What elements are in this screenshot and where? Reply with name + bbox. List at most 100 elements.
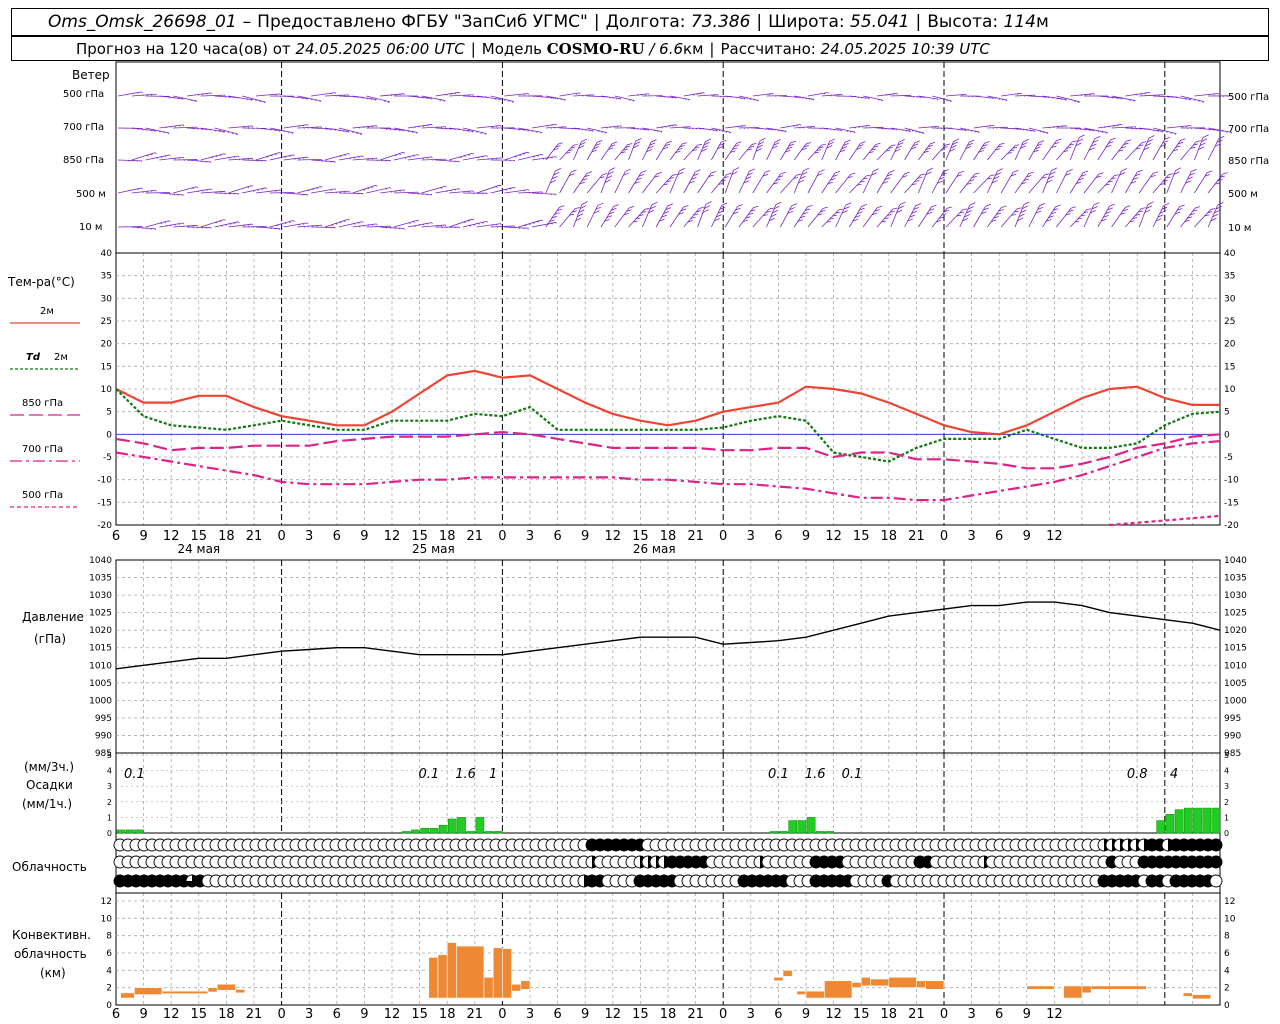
wind-barb-flag	[546, 125, 549, 127]
wind-barb-flag	[549, 219, 555, 222]
wind-barb-flag	[892, 93, 895, 96]
wind-barb-flag	[251, 98, 254, 100]
wind-barb-flag	[1066, 146, 1072, 149]
wind-barb-flag	[805, 142, 812, 145]
wind-barb-flag	[339, 129, 341, 132]
wind-barb-flag	[1048, 215, 1054, 219]
wind-barb-flag	[487, 158, 489, 161]
precip-annotation: 0.1	[842, 767, 863, 782]
wind-barb-flag	[367, 187, 370, 190]
wind-barb-flag	[646, 148, 652, 153]
legend-t700: 700 гПа	[22, 444, 64, 455]
pres-ytick-right: 1040	[1224, 556, 1247, 566]
wind-barb-flag	[625, 145, 631, 148]
x-tick-label-bottom: 3	[967, 1007, 975, 1022]
wind-barb-flag	[1173, 171, 1180, 175]
wind-barb	[449, 94, 474, 97]
wind-barb	[1111, 140, 1127, 161]
wind-barb-flag	[579, 92, 581, 95]
wind-barb	[642, 127, 663, 132]
precip-annotation: 1.6	[805, 767, 826, 782]
wind-barb-flag	[961, 94, 964, 96]
wind-barb-flag	[1206, 170, 1213, 174]
conv-bar	[916, 980, 926, 988]
wind-barb-flag	[307, 156, 309, 159]
wind-barb-flag	[403, 130, 405, 132]
wind-barb-flag	[1153, 129, 1155, 132]
wind-barb	[1083, 138, 1096, 161]
wind-barb-flag	[1108, 180, 1113, 183]
wind-barb-flag	[1071, 206, 1077, 209]
x-tick-label-bottom: 0	[498, 1007, 506, 1022]
header-row-2: Прогноз на 120 часа(ов) от 24.05.2025 06…	[11, 36, 1269, 61]
wind-barb-flag	[845, 202, 852, 206]
wind-barb-flag	[284, 156, 287, 158]
precip-annotation: 0.8	[1127, 767, 1148, 782]
wind-barb-flag	[509, 188, 512, 190]
wind-barb-flag	[1213, 128, 1216, 131]
prec-ytick-right: 0	[1224, 829, 1229, 838]
x-tick-label: 21	[687, 529, 704, 544]
wind-barb-flag	[1189, 172, 1195, 176]
wind-barb-flag	[201, 190, 204, 192]
wind-barb	[1097, 95, 1122, 99]
wind-barb-flag	[756, 144, 764, 149]
conv-bar	[216, 983, 236, 991]
wind-barb-flag	[897, 205, 904, 210]
precip-bar	[1174, 809, 1184, 834]
wind-barb-flag	[495, 223, 498, 226]
wind-barb	[1180, 141, 1197, 161]
wind-barb-flag	[1018, 213, 1025, 218]
conv-bar	[1081, 985, 1092, 994]
wind-barb-flag	[371, 224, 374, 226]
wind-barb-flag	[602, 173, 608, 176]
wind-barb-flag	[491, 158, 493, 160]
wind-barb-flag	[524, 224, 527, 227]
wind-barb-flag	[850, 172, 856, 175]
wind-level-right: 10 м	[1228, 223, 1251, 234]
wind-barb	[1069, 209, 1088, 228]
wind-barb-flag	[1080, 174, 1086, 177]
precip-bar	[1165, 814, 1175, 834]
wind-barb	[1152, 205, 1165, 228]
wind-barb	[407, 192, 432, 195]
wind-barb-flag	[1123, 142, 1129, 145]
wind-barb-flag	[196, 186, 199, 188]
wind-barb-flag	[1214, 143, 1221, 147]
wind-barb-flag	[992, 97, 994, 100]
x-tick-label: 15	[632, 529, 649, 544]
wind-barb-flag	[1118, 149, 1124, 152]
wind-barb-flag	[316, 187, 319, 189]
wind-barb-flag	[1094, 135, 1101, 139]
x-tick-label-bottom: 18	[660, 1007, 677, 1022]
wind-barb-flag	[807, 204, 813, 208]
wind-barb-flag	[821, 143, 826, 146]
x-tick-label: 12	[605, 529, 622, 544]
wind-barb-flag	[877, 99, 880, 101]
wind-barb	[780, 205, 793, 228]
wind-barb	[821, 209, 839, 228]
wind-barb-flag	[1022, 205, 1028, 210]
wind-barb-flag	[1198, 100, 1200, 102]
wind-barb-flag	[775, 139, 781, 143]
wind-barb-flag	[467, 130, 469, 132]
wind-barb	[1180, 95, 1205, 102]
conv-ytick-right: 4	[1224, 966, 1230, 976]
wind-barb-flag	[1093, 93, 1096, 95]
forecast-prefix: Прогноз на 120 часа(ов) от	[76, 39, 291, 58]
wind-barb	[1138, 137, 1150, 161]
model-res: 6.6	[659, 39, 684, 58]
wind-barb-flag	[868, 151, 874, 154]
wind-barb-flag	[527, 189, 530, 191]
wind-level-right: 500 м	[1228, 189, 1258, 200]
wind-barb-flag	[988, 97, 991, 99]
wind-barb-flag	[1108, 141, 1114, 144]
x-tick-label-bottom: 15	[632, 1007, 649, 1022]
x-tick-label: 15	[411, 529, 428, 544]
wind-barb-flag	[366, 97, 369, 100]
wind-barb	[862, 207, 878, 228]
wind-barb-flag	[219, 130, 221, 133]
wind-barb	[449, 127, 474, 132]
conv-bar	[782, 970, 793, 977]
